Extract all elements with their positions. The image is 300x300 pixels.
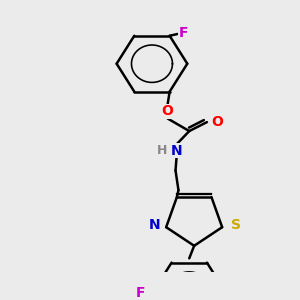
Text: O: O — [211, 115, 223, 129]
Text: F: F — [135, 286, 145, 300]
Text: F: F — [178, 26, 188, 40]
Text: N: N — [148, 218, 160, 233]
Text: N: N — [171, 144, 182, 158]
Text: S: S — [231, 218, 241, 233]
Text: O: O — [162, 104, 174, 118]
Text: H: H — [157, 144, 167, 157]
